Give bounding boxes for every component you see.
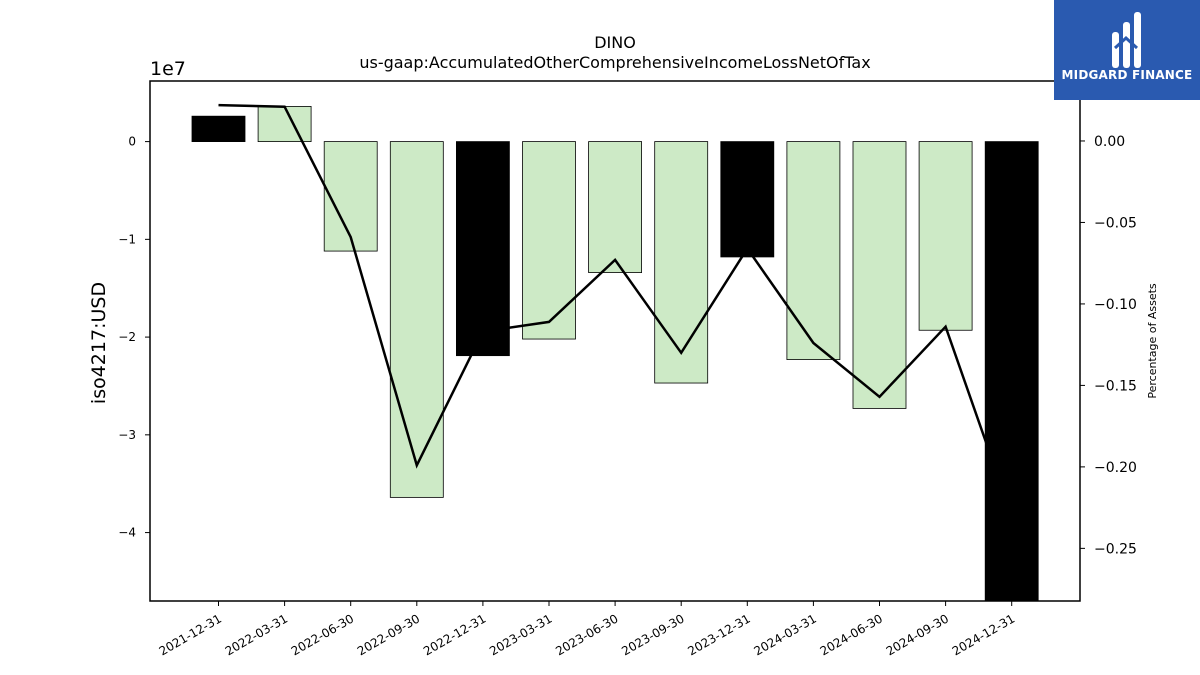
bar-2022-03-31 (257, 106, 312, 143)
bar-2022-09-30 (389, 141, 444, 498)
x-tick-label: 2023-03-31 (487, 611, 554, 658)
y-tick-label: −1 (118, 232, 136, 246)
midgard-logo-icon (1112, 12, 1141, 68)
y2-tick-label: 0.00 (1094, 134, 1125, 150)
y2-axis-label: Percentage of Assets (1146, 283, 1159, 399)
brand-name: MIDGARD FINANCE (1061, 68, 1193, 82)
bar-2023-09-30 (654, 141, 709, 384)
bar-2021-12-31 (191, 115, 246, 143)
bar-2022-12-31 (455, 141, 510, 357)
bar-2024-06-30 (852, 141, 907, 409)
bar-2024-03-31 (786, 141, 841, 360)
y-tick-label: −4 (118, 526, 136, 540)
x-tick-label: 2021-12-31 (157, 611, 224, 658)
brand-logo: MIDGARD FINANCE (1054, 0, 1200, 100)
x-tick-label: 2022-12-31 (421, 611, 488, 658)
y-tick-label: 0 (128, 135, 136, 149)
chart-subtitle: us-gaap:AccumulatedOtherComprehensiveInc… (359, 53, 870, 72)
y-axis-label: iso4217:USD (88, 282, 110, 404)
chart-title: DINO (594, 33, 636, 52)
bar-2022-06-30 (323, 141, 378, 252)
x-tick-label: 2022-03-31 (223, 611, 290, 658)
bar-2023-03-31 (522, 141, 576, 340)
plot-frame (149, 80, 1081, 602)
y-tick-label: −3 (118, 428, 136, 442)
y2-tick-label: −0.05 (1094, 215, 1137, 231)
x-tick-label: 2024-03-31 (751, 611, 818, 658)
y2-tick-label: −0.20 (1094, 460, 1137, 476)
bar-2024-12-31 (984, 141, 1039, 602)
bar-2023-06-30 (588, 141, 642, 273)
x-tick-label: 2023-12-31 (685, 611, 752, 658)
x-tick-label: 2023-06-30 (553, 611, 620, 658)
bar-2024-09-30 (918, 141, 973, 331)
x-tick-label: 2023-09-30 (619, 611, 686, 658)
x-tick-label: 2024-06-30 (818, 611, 885, 658)
x-tick-label: 2024-09-30 (884, 611, 951, 658)
bar-2023-12-31 (720, 141, 775, 258)
y-scale-label: 1e7 (150, 58, 186, 80)
y-tick-label: −2 (118, 330, 136, 344)
x-tick-label: 2022-09-30 (355, 611, 422, 658)
y2-tick-label: −0.25 (1094, 541, 1137, 557)
x-tick-label: 2024-12-31 (950, 611, 1017, 658)
x-tick-label: 2022-06-30 (289, 611, 356, 658)
y2-tick-label: −0.15 (1094, 378, 1137, 394)
y2-tick-label: −0.10 (1094, 297, 1137, 313)
